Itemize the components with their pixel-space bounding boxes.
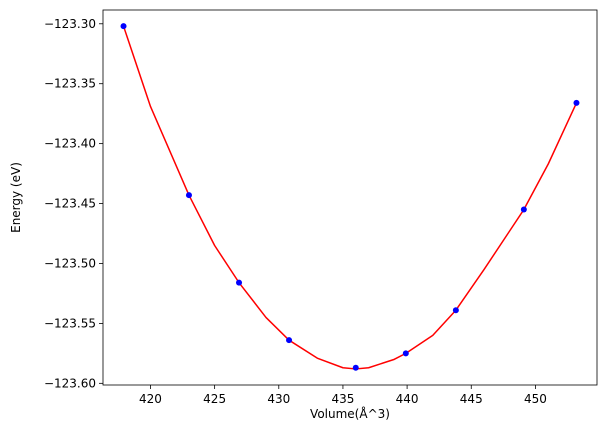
data-points-layer [120, 23, 580, 371]
x-tick-label: 430 [267, 392, 290, 406]
y-tick-label: −123.30 [44, 17, 96, 31]
x-tick-label: 435 [331, 392, 354, 406]
x-tick-label: 420 [139, 392, 162, 406]
data-point [573, 99, 580, 106]
data-point [402, 350, 409, 357]
data-point [452, 307, 459, 314]
y-tick-label: −123.40 [44, 137, 96, 151]
y-tick-label: −123.60 [44, 376, 96, 390]
y-axis-label: Energy (eV) [9, 162, 23, 233]
data-point [120, 23, 127, 30]
x-tick-label: 440 [396, 392, 419, 406]
y-tick-label: −123.50 [44, 256, 96, 270]
plot-frame [102, 9, 598, 386]
x-axis-ticks: 420 425 430 435 440 445 450 [139, 385, 547, 406]
y-axis-ticks: −123.30 −123.35 −123.40 −123.45 −123.50 −123.… [44, 17, 103, 390]
data-point [286, 337, 293, 344]
data-point [520, 206, 527, 213]
y-tick-label: −123.45 [44, 197, 96, 211]
x-tick-label: 425 [203, 392, 226, 406]
x-tick-label: 445 [460, 392, 483, 406]
plot-background [103, 10, 597, 385]
y-tick-label: −123.55 [44, 316, 96, 330]
data-point [352, 364, 359, 371]
data-point [236, 279, 243, 286]
x-axis-label: Volume(Å^3) [310, 406, 390, 421]
data-point [185, 192, 192, 199]
x-tick-label: 450 [524, 392, 547, 406]
y-tick-label: −123.35 [44, 77, 96, 91]
